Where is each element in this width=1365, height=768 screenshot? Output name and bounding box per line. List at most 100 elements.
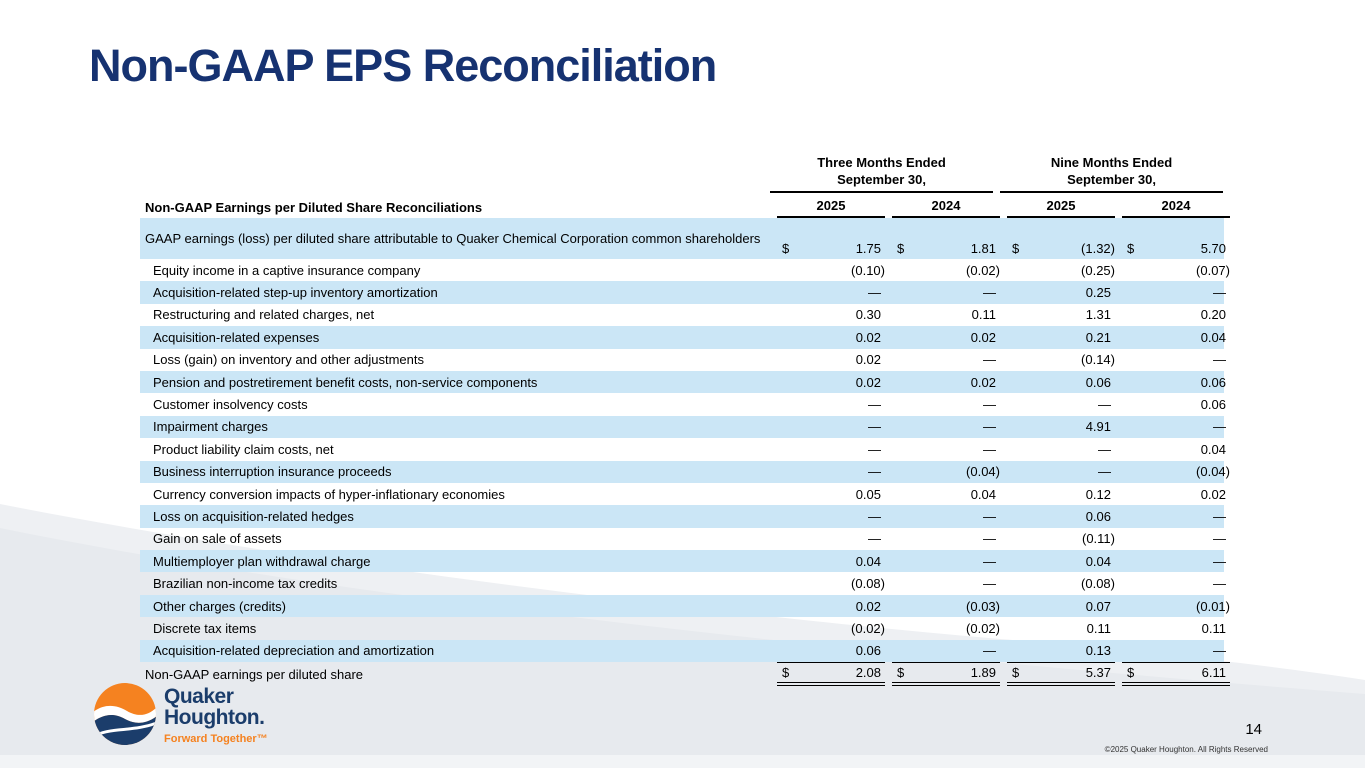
row-label: GAAP earnings (loss) per diluted share a… <box>145 231 761 246</box>
value-cell: 0.06 <box>777 640 885 662</box>
value-cell: 0.02 <box>892 371 1000 393</box>
year-col-9m-2025: 2025 <box>1007 195 1115 218</box>
value-cell: — <box>1122 550 1230 572</box>
value-cell: — <box>1007 393 1115 415</box>
col-group-line1: Nine Months Ended <box>1050 155 1173 170</box>
value-cell: 0.25 <box>1007 281 1115 303</box>
cell-value: — <box>983 397 996 413</box>
value-cell: (0.11) <box>1007 528 1115 550</box>
cell-value: (0.02) <box>851 620 885 636</box>
cell-value: (0.14) <box>1081 352 1115 368</box>
row-label: Currency conversion impacts of hyper-inf… <box>153 486 505 502</box>
value-cell: (0.02) <box>892 259 1000 281</box>
value-cell: (0.02) <box>892 617 1000 639</box>
cell-value: (0.07) <box>1196 262 1230 278</box>
dollar-sign: $ <box>897 665 905 681</box>
value-cell: — <box>1122 640 1230 662</box>
year-col-3m-2024: 2024 <box>892 195 1000 218</box>
cell-value: 0.04 <box>1085 553 1111 569</box>
year-col-3m-2025: 2025 <box>777 195 885 218</box>
value-cell: 0.02 <box>1122 483 1230 505</box>
table-row: Restructuring and related charges, net 0… <box>140 304 1226 326</box>
cell-value: 0.02 <box>855 329 881 345</box>
value-cell: 0.06 <box>1122 371 1230 393</box>
value-cell: 0.02 <box>777 326 885 348</box>
cell-value: — <box>868 531 881 547</box>
cell-value: 5.70 <box>1200 241 1226 256</box>
cell-value: — <box>1213 553 1226 569</box>
table-row: Loss on acquisition-related hedges — — 0… <box>140 505 1226 528</box>
cell-value: 1.31 <box>1085 307 1111 323</box>
row-label: Gain on sale of assets <box>153 531 282 547</box>
dollar-sign: $ <box>782 665 790 681</box>
cell-value: — <box>983 419 996 435</box>
value-cell: (0.08) <box>777 572 885 594</box>
value-cell: (0.01) <box>1122 595 1230 617</box>
row-label: Other charges (credits) <box>153 598 286 614</box>
cell-value: (0.08) <box>851 576 885 592</box>
value-cell: — <box>777 281 885 303</box>
cell-value: — <box>1213 285 1226 301</box>
value-cell: — <box>892 640 1000 662</box>
cell-value: — <box>1098 464 1111 480</box>
cell-value: — <box>983 531 996 547</box>
row-label: Impairment charges <box>153 419 268 435</box>
table-row: Customer insolvency costs — — — 0.06 <box>140 393 1226 415</box>
value-cell: (0.14) <box>1007 349 1115 371</box>
cell-value: 0.05 <box>855 486 881 502</box>
table-row-header: Non-GAAP Earnings per Diluted Share Reco… <box>145 200 483 215</box>
cell-value: (0.01) <box>1196 598 1230 614</box>
value-cell: — <box>777 528 885 550</box>
value-cell: (0.04) <box>1122 461 1230 483</box>
logo-line1: Quaker <box>164 685 234 708</box>
row-label: Discrete tax items <box>153 620 257 636</box>
table-row: Acquisition-related step-up inventory am… <box>140 281 1226 304</box>
value-cell: — <box>892 528 1000 550</box>
cell-value: — <box>868 464 881 480</box>
value-cell: — <box>892 550 1000 572</box>
table-header-periods: Three Months Ended September 30, Nine Mo… <box>140 154 1224 193</box>
cell-value: — <box>1213 419 1226 435</box>
cell-value: — <box>983 643 996 659</box>
value-cell: — <box>892 416 1000 438</box>
row-label: Loss on acquisition-related hedges <box>153 508 354 524</box>
page-number: 14 <box>1245 721 1262 738</box>
value-cell: 0.04 <box>1122 438 1230 460</box>
value-cell: — <box>777 416 885 438</box>
table-row: Other charges (credits) 0.02 (0.03) 0.07… <box>140 594 1230 618</box>
table-row: GAAP earnings (loss) per diluted share a… <box>140 218 1226 259</box>
cell-value: — <box>1213 531 1226 547</box>
cell-value: — <box>868 397 881 413</box>
value-cell: (0.10) <box>777 259 885 281</box>
value-cell: 4.91 <box>1007 416 1115 438</box>
value-cell: 0.07 <box>1007 595 1115 617</box>
col-group-nine-months: Nine Months Ended September 30, <box>1000 154 1223 193</box>
cell-value: 0.06 <box>1200 374 1226 390</box>
value-cell: 0.05 <box>777 483 885 505</box>
dollar-sign: $ <box>782 241 790 256</box>
value-cell: — <box>1122 505 1230 527</box>
table-row: Currency conversion impacts of hyper-inf… <box>140 483 1226 505</box>
cell-value: — <box>983 441 996 457</box>
value-cell: — <box>892 349 1000 371</box>
value-cell: 1.31 <box>1007 304 1115 326</box>
value-cell: — <box>892 393 1000 415</box>
value-cell: 0.06 <box>1007 505 1115 527</box>
value-cell: 0.13 <box>1007 640 1115 662</box>
row-label: Product liability claim costs, net <box>153 441 334 457</box>
cell-value: (0.02) <box>966 620 1000 636</box>
cell-value: 0.06 <box>855 643 881 659</box>
row-label: Loss (gain) on inventory and other adjus… <box>153 352 424 368</box>
cell-value: 0.02 <box>855 352 881 368</box>
table-header-years: Non-GAAP Earnings per Diluted Share Reco… <box>140 195 1230 218</box>
cell-value: (0.10) <box>851 262 885 278</box>
cell-value: 0.02 <box>1200 486 1226 502</box>
cell-value: 0.12 <box>1085 486 1111 502</box>
value-cell: 0.20 <box>1122 304 1230 326</box>
table-row: Discrete tax items (0.02) (0.02) 0.11 0.… <box>140 617 1226 639</box>
cell-value: — <box>868 441 881 457</box>
row-label: Customer insolvency costs <box>153 397 308 413</box>
value-cell: $ 1.75 <box>777 218 885 259</box>
value-cell: — <box>1122 572 1230 594</box>
cell-value: (0.25) <box>1081 262 1115 278</box>
